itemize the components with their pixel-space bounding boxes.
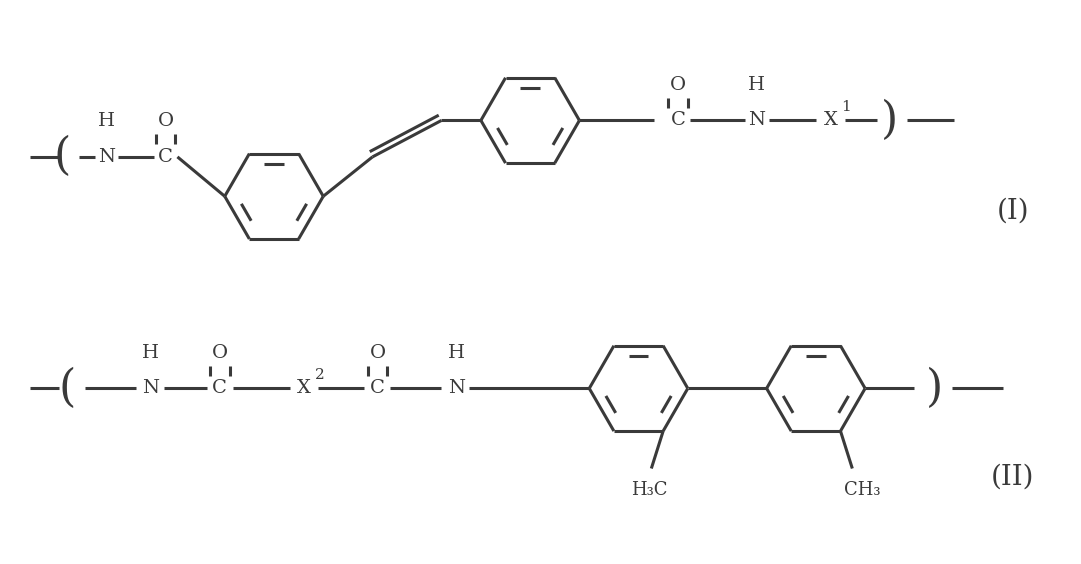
Text: 1: 1 <box>841 100 851 113</box>
Text: CH₃: CH₃ <box>844 481 880 499</box>
Text: C: C <box>370 380 385 398</box>
Text: X: X <box>824 112 838 129</box>
Text: C: C <box>212 380 227 398</box>
Text: N: N <box>448 380 465 398</box>
Text: C: C <box>670 112 685 129</box>
Text: O: O <box>370 344 386 362</box>
Text: H₃C: H₃C <box>631 481 668 499</box>
Text: O: O <box>158 112 174 130</box>
Text: X: X <box>296 380 310 398</box>
Text: O: O <box>212 344 228 362</box>
Text: (: ( <box>58 367 76 410</box>
Text: O: O <box>670 76 686 94</box>
Text: N: N <box>143 380 159 398</box>
Text: H: H <box>748 76 765 94</box>
Text: ): ) <box>881 99 898 142</box>
Text: ): ) <box>925 367 943 410</box>
Text: H: H <box>98 112 115 130</box>
Text: (: ( <box>53 135 71 178</box>
Text: N: N <box>748 112 765 129</box>
Text: C: C <box>158 148 173 166</box>
Text: H: H <box>143 344 159 362</box>
Text: H: H <box>448 344 465 362</box>
Text: 2: 2 <box>315 368 324 382</box>
Text: N: N <box>98 148 115 166</box>
Text: (I): (I) <box>997 197 1029 224</box>
Text: (II): (II) <box>991 464 1035 491</box>
